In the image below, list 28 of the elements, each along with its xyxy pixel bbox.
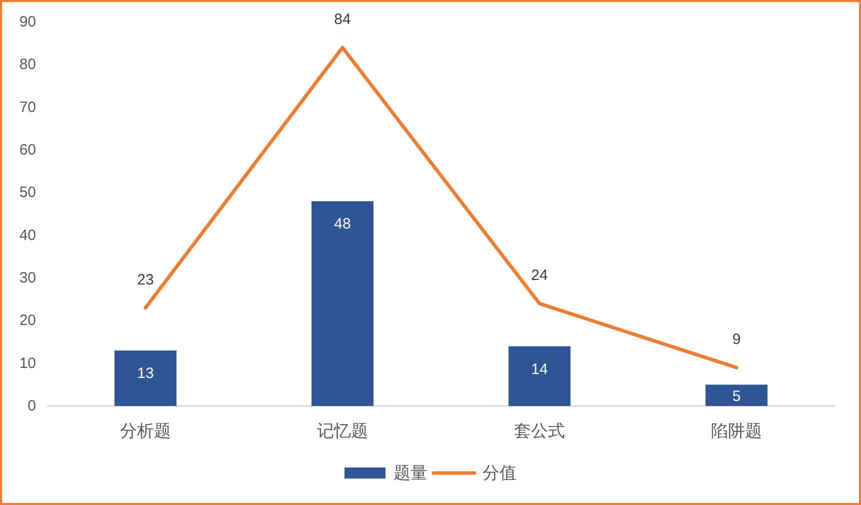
bar bbox=[312, 201, 374, 406]
data-label: 48 bbox=[334, 216, 351, 233]
y-tick-label: 30 bbox=[19, 270, 36, 286]
legend-label: 题量 bbox=[394, 464, 428, 482]
x-tick-label: 分析题 bbox=[120, 422, 171, 440]
x-tick-label: 记忆题 bbox=[317, 422, 368, 440]
legend-label: 分值 bbox=[482, 464, 516, 482]
y-tick-label: 0 bbox=[28, 398, 36, 414]
y-tick-label: 90 bbox=[19, 14, 36, 30]
y-tick-label: 80 bbox=[19, 56, 36, 74]
data-label: 24 bbox=[531, 267, 548, 284]
bar bbox=[114, 350, 176, 406]
data-label: 23 bbox=[137, 271, 154, 288]
bar bbox=[706, 384, 768, 406]
data-label: 13 bbox=[137, 365, 154, 382]
x-tick-label: 套公式 bbox=[514, 422, 565, 440]
data-label: 5 bbox=[732, 388, 741, 405]
y-tick-label: 20 bbox=[19, 312, 36, 330]
data-label: 84 bbox=[334, 11, 351, 28]
data-label: 14 bbox=[531, 360, 548, 378]
bar bbox=[508, 346, 570, 406]
x-tick-label: 陷阱题 bbox=[711, 422, 762, 440]
y-tick-label: 70 bbox=[19, 98, 36, 116]
y-tick-label: 60 bbox=[19, 142, 36, 158]
y-tick-label: 10 bbox=[19, 354, 36, 372]
y-tick-label: 50 bbox=[19, 184, 36, 202]
data-label: 9 bbox=[732, 331, 741, 348]
y-tick-label: 40 bbox=[19, 226, 36, 244]
